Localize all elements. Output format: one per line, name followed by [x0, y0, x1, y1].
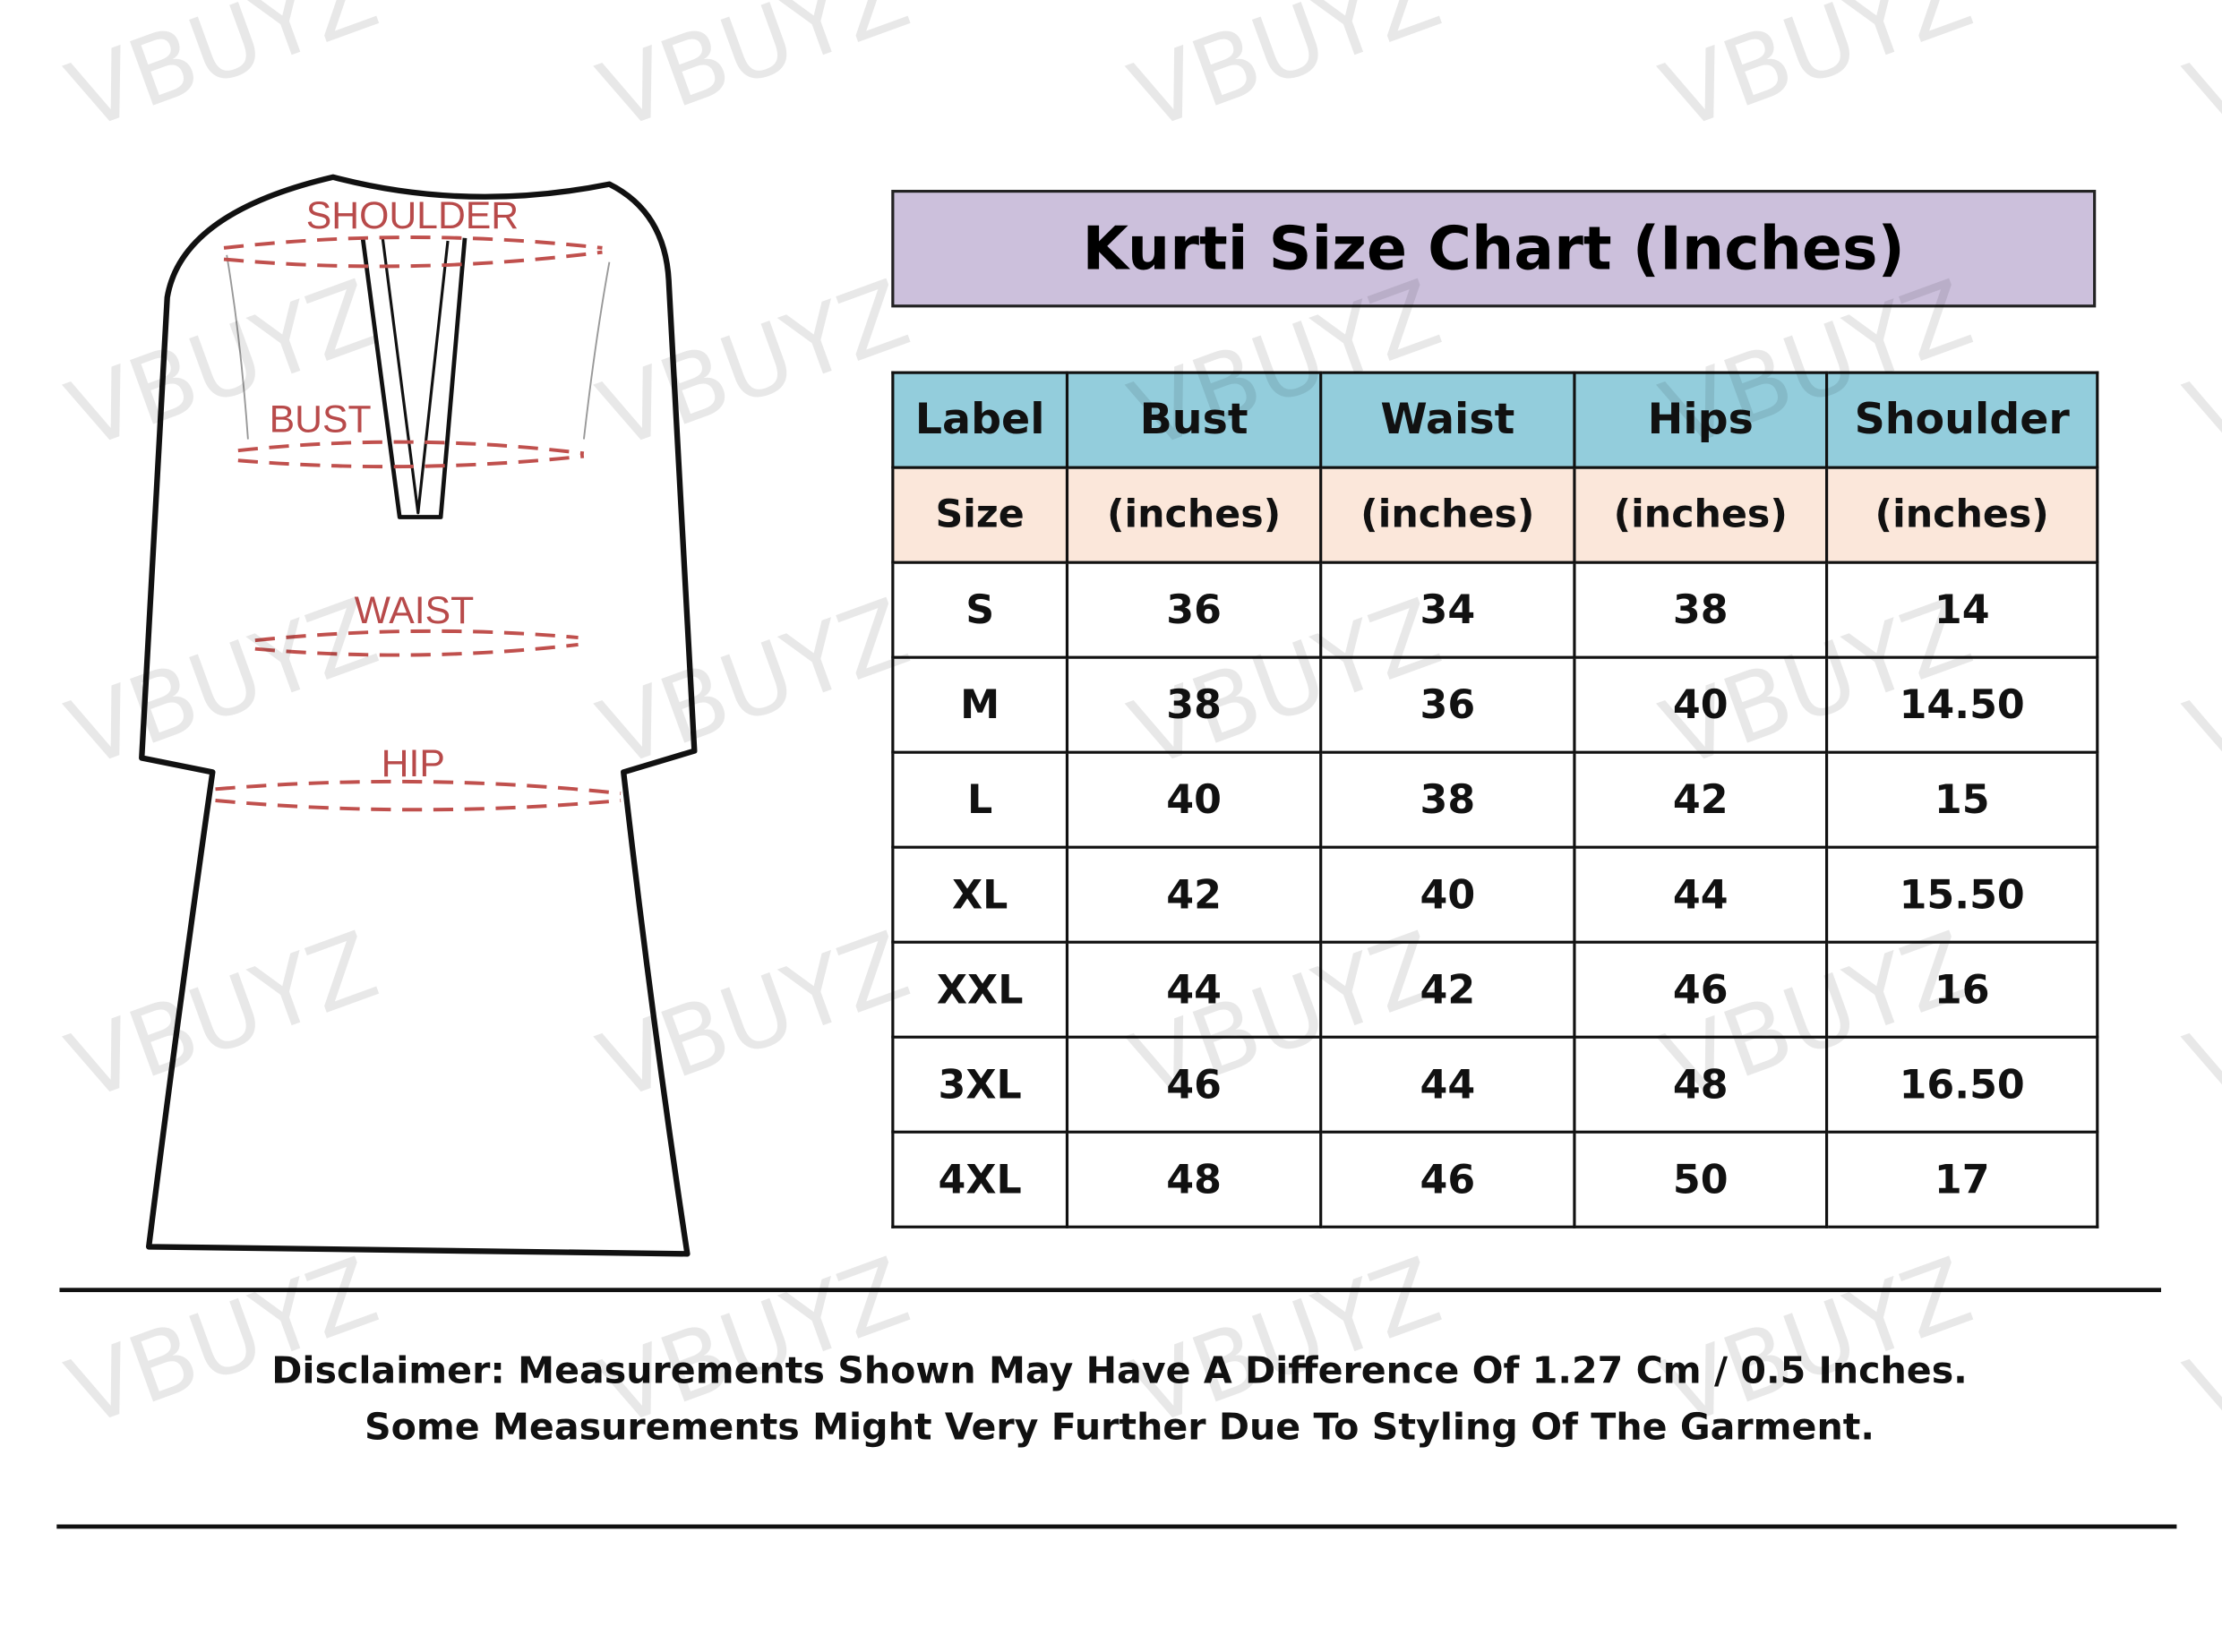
watermark: VBUYZ [2173, 578, 2222, 790]
disclaimer: Disclaimer: Measurements Shown May Have … [56, 1343, 2182, 1457]
kurti-measurement-diagram: SHOULDER BUST WAIST HIP [139, 174, 698, 1257]
measurement-cell: 36 [1319, 655, 1576, 754]
size-label-cell: 3XL [891, 1035, 1069, 1134]
measurement-cell: 34 [1319, 561, 1576, 659]
measurement-cell: 16 [1825, 940, 2099, 1039]
measurement-cell: 14.50 [1825, 655, 2099, 754]
header-cell: Hips [1573, 371, 1829, 469]
header-cell: Waist [1319, 371, 1576, 469]
subheader-cell: (inches) [1319, 466, 1576, 564]
subheader-cell: (inches) [1573, 466, 1829, 564]
measurement-cell: 46 [1573, 940, 1829, 1039]
measurement-cell: 46 [1065, 1035, 1323, 1134]
measurement-cell: 44 [1065, 940, 1323, 1039]
header-cell: Bust [1065, 371, 1323, 469]
size-label-cell: XL [891, 845, 1069, 944]
measurement-cell: 15 [1825, 750, 2099, 849]
watermark: VBUYZ [2173, 0, 2222, 152]
measurement-cell: 40 [1065, 750, 1323, 849]
kurti-outline [139, 174, 698, 1257]
table-row: M 38 36 40 14.50 [891, 655, 2099, 754]
size-label-cell: S [891, 561, 1069, 659]
measurement-cell: 36 [1065, 561, 1323, 659]
disclaimer-line-1: Disclaimer: Measurements Shown May Have … [271, 1349, 1968, 1393]
table-row: 4XL 48 46 50 17 [891, 1130, 2099, 1228]
size-label-cell: L [891, 750, 1069, 849]
divider-bottom [56, 1524, 2177, 1529]
waist-label: WAIST [355, 589, 475, 632]
measurement-cell: 16.50 [1825, 1035, 2099, 1134]
hip-label: HIP [382, 742, 445, 785]
measurement-cell: 38 [1573, 561, 1829, 659]
measurement-cell: 14 [1825, 561, 2099, 659]
measurement-cell: 40 [1573, 655, 1829, 754]
subheader-cell: (inches) [1065, 466, 1323, 564]
size-label-cell: M [891, 655, 1069, 754]
measurement-lines [215, 235, 622, 812]
shoulder-label: SHOULDER [306, 194, 519, 237]
size-label-cell: 4XL [891, 1130, 1069, 1228]
subheader-cell: Size [891, 466, 1069, 564]
measurement-cell: 38 [1065, 655, 1323, 754]
table-row: S 36 34 38 14 [891, 561, 2099, 659]
header-row: Label Bust Waist Hips Shoulder [891, 371, 2099, 469]
table-row: XL 42 40 44 15.50 [891, 845, 2099, 944]
measurement-cell: 44 [1573, 845, 1829, 944]
divider-top [59, 1288, 2162, 1293]
measurement-cell: 42 [1573, 750, 1829, 849]
table-row: L 40 38 42 15 [891, 750, 2099, 849]
measurement-cell: 38 [1319, 750, 1576, 849]
measurement-cell: 48 [1065, 1130, 1323, 1228]
measurement-cell: 40 [1319, 845, 1576, 944]
measurement-cell: 48 [1573, 1035, 1829, 1134]
watermark: VBUYZ [2173, 259, 2222, 471]
table-row: 3XL 46 44 48 16.50 [891, 1035, 2099, 1134]
size-table: Label Bust Waist Hips Shoulder Size (inc… [891, 371, 2099, 1228]
chart-title: Kurti Size Chart (Inches) [891, 190, 2097, 308]
measurement-cell: 50 [1573, 1130, 1829, 1228]
measurement-cell: 44 [1319, 1035, 1576, 1134]
subheader-cell: (inches) [1825, 466, 2099, 564]
header-cell: Label [891, 371, 1069, 469]
measurement-cell: 42 [1065, 845, 1323, 944]
seam-lines [226, 254, 611, 440]
size-label-cell: XXL [891, 940, 1069, 1039]
bust-label: BUST [270, 398, 372, 441]
disclaimer-line-2: Some Measurements Might Very Further Due… [364, 1407, 1875, 1450]
table-row: XXL 44 42 46 16 [891, 940, 2099, 1039]
watermark: VBUYZ [1117, 0, 1454, 152]
subheader-row: Size (inches) (inches) (inches) (inches) [891, 466, 2099, 564]
measurement-cell: 15.50 [1825, 845, 2099, 944]
watermark: VBUYZ [2173, 911, 2222, 1123]
measurement-cell: 46 [1319, 1130, 1576, 1228]
watermark: VBUYZ [1649, 0, 1986, 152]
measurement-cell: 42 [1319, 940, 1576, 1039]
measurement-cell: 17 [1825, 1130, 2099, 1228]
header-cell: Shoulder [1825, 371, 2099, 469]
